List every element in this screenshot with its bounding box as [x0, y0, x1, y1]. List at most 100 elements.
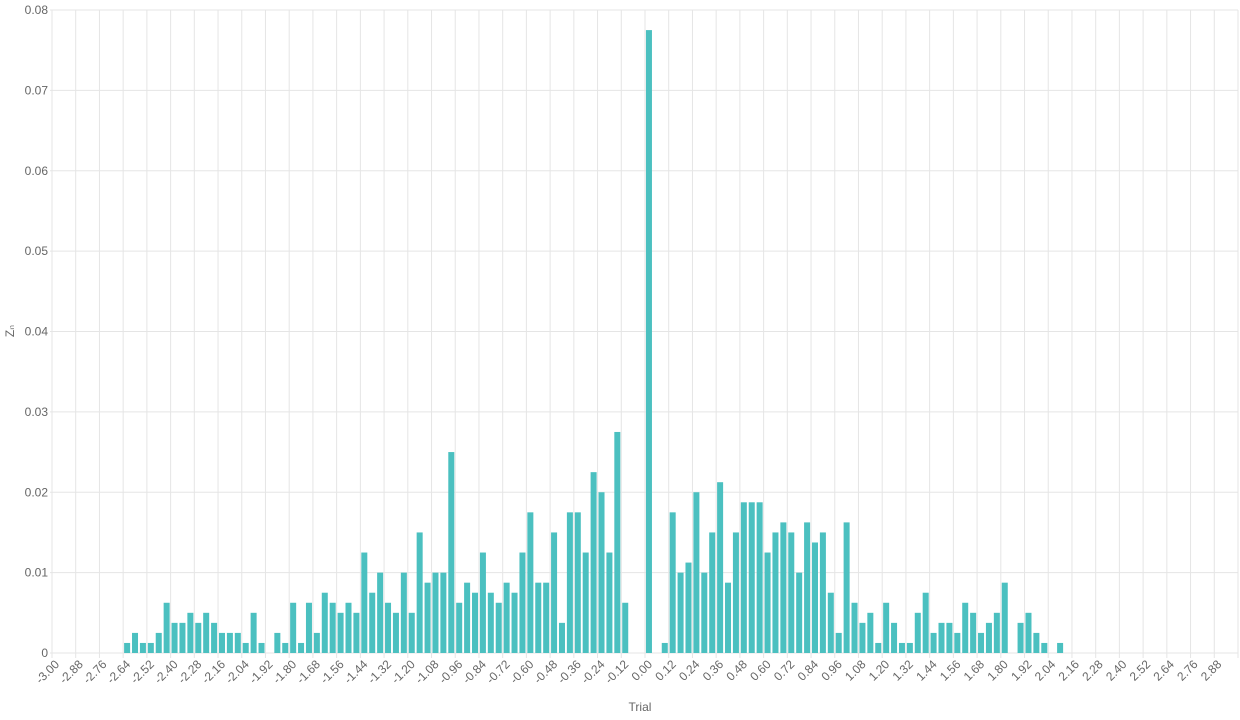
bar: [511, 592, 518, 653]
bar: [503, 582, 510, 653]
bar: [725, 582, 732, 653]
y-tick-label: 0.06: [25, 164, 49, 178]
bar: [258, 642, 265, 653]
x-tick-label: -0.12: [602, 657, 631, 686]
y-axis-label: Zₙ: [3, 325, 17, 337]
bar: [305, 602, 312, 653]
x-tick-label: 1.68: [961, 657, 988, 684]
bar: [906, 642, 913, 653]
bar: [527, 512, 534, 653]
x-tick-label: -1.68: [294, 657, 323, 686]
y-tick-label: 0: [41, 646, 48, 660]
bar: [883, 602, 890, 653]
bar: [622, 602, 629, 653]
x-tick-label: -0.84: [460, 657, 489, 686]
bar: [456, 602, 463, 653]
x-tick-label: -1.08: [412, 657, 441, 686]
bar: [938, 622, 945, 653]
bar: [242, 642, 249, 653]
bar: [804, 522, 811, 653]
bar: [551, 532, 558, 653]
x-tick-label: 0.96: [818, 657, 845, 684]
bar: [946, 622, 953, 653]
bar: [479, 552, 486, 653]
bar: [701, 572, 708, 653]
x-tick-label: -2.28: [175, 657, 204, 686]
bar: [377, 572, 384, 653]
bar: [392, 612, 399, 653]
bar: [132, 632, 139, 653]
bar: [416, 532, 423, 653]
bar: [685, 562, 692, 653]
bar: [827, 592, 834, 653]
x-tick-label: 1.44: [913, 657, 940, 684]
bar: [669, 512, 676, 653]
bar: [487, 592, 494, 653]
bar: [163, 602, 170, 653]
bar: [891, 622, 898, 653]
bar: [835, 632, 842, 653]
bar: [1025, 612, 1032, 653]
bar: [250, 612, 257, 653]
bar: [764, 552, 771, 653]
bar: [424, 582, 431, 653]
bar: [139, 642, 146, 653]
bar: [875, 642, 882, 653]
x-tick-label: 2.52: [1127, 657, 1154, 684]
x-tick-label: 0.36: [700, 657, 727, 684]
bar: [448, 452, 455, 653]
bar: [543, 582, 550, 653]
bar: [985, 622, 992, 653]
bar: [234, 632, 241, 653]
bar: [819, 532, 826, 653]
bar: [472, 592, 479, 653]
bar: [211, 622, 218, 653]
x-tick-label: -1.56: [317, 657, 346, 686]
x-tick-label: 0.48: [724, 657, 751, 684]
y-tick-label: 0.07: [25, 83, 49, 97]
bar: [337, 612, 344, 653]
bar: [226, 632, 233, 653]
bar: [574, 512, 581, 653]
bar: [1057, 642, 1064, 653]
bar: [1001, 582, 1008, 653]
bar: [187, 612, 194, 653]
bar: [274, 632, 281, 653]
x-tick-label: 2.28: [1079, 657, 1106, 684]
bar: [321, 592, 328, 653]
bar: [898, 642, 905, 653]
bar: [290, 602, 297, 653]
bar: [495, 602, 502, 653]
x-tick-label: -1.44: [341, 657, 370, 686]
x-tick-label: 1.08: [842, 657, 869, 684]
bar: [171, 622, 178, 653]
x-tick-label: -2.64: [104, 657, 133, 686]
bar: [717, 482, 724, 653]
bar: [558, 622, 565, 653]
bar: [329, 602, 336, 653]
bar: [914, 612, 921, 653]
x-tick-label: 1.20: [866, 657, 893, 684]
bar: [970, 612, 977, 653]
bar: [345, 602, 352, 653]
bar: [732, 532, 739, 653]
bar: [582, 552, 589, 653]
bar: [353, 612, 360, 653]
bar: [859, 622, 866, 653]
bar: [978, 632, 985, 653]
bar: [614, 431, 621, 653]
bar: [772, 532, 779, 653]
x-tick-label: -2.40: [151, 657, 180, 686]
bar: [590, 472, 597, 653]
x-tick-label: 1.32: [890, 657, 917, 684]
bar: [993, 612, 1000, 653]
bar: [313, 632, 320, 653]
y-tick-label: 0.05: [25, 244, 49, 258]
x-tick-label: -1.80: [270, 657, 299, 686]
bar: [519, 552, 526, 653]
x-tick-label: 2.64: [1150, 657, 1177, 684]
bar: [922, 592, 929, 653]
bar: [298, 642, 305, 653]
bar: [566, 512, 573, 653]
